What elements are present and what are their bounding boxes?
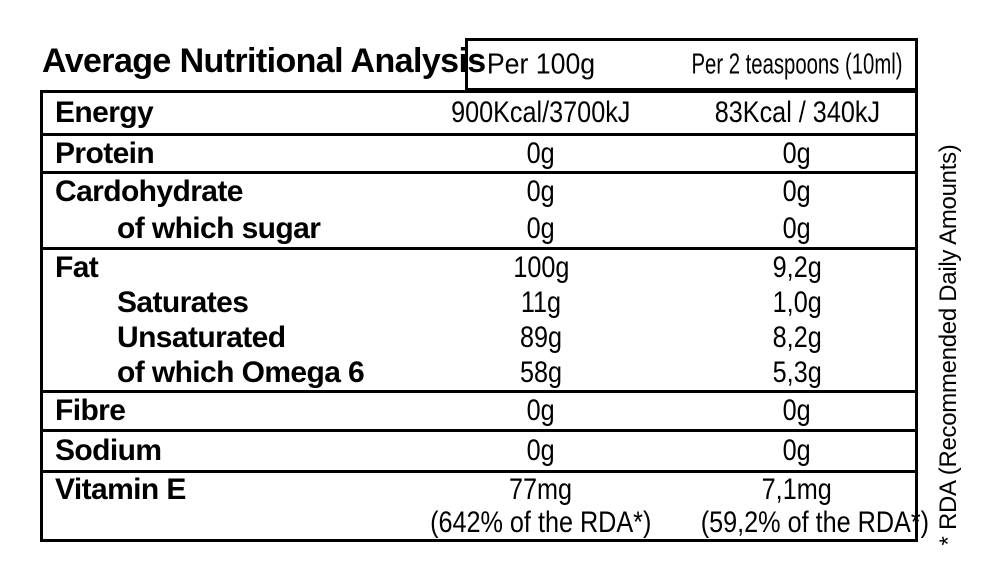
page-title: Average Nutritional Analysis	[42, 42, 486, 80]
row-label: Energy	[55, 96, 154, 129]
table-row-sodium: Sodium 0g 0g	[43, 429, 915, 470]
value-text: (642% of the RDA*)	[430, 505, 652, 539]
value-text: 900Kcal/3700kJ	[451, 96, 631, 129]
value-text: 11g	[520, 285, 562, 319]
table-line: Unsaturated 89g 8,2g	[43, 320, 915, 355]
value-per-10ml: 0g	[679, 212, 915, 246]
value-per-100g: 58g	[403, 356, 679, 390]
value-per-10ml: (59,2% of the RDA*)	[679, 506, 929, 540]
value-per-100g: 0g	[403, 394, 679, 428]
value-text: 0g	[782, 175, 812, 209]
value-per-10ml: 7,1mg	[679, 473, 915, 507]
row-label: Sodium	[55, 434, 162, 467]
column-headers: Per 100g Per 2 teaspoons (10ml)	[465, 38, 918, 91]
value-per-10ml: 0g	[679, 394, 915, 428]
value-text: 0g	[526, 434, 556, 467]
value-text: (59,2% of the RDA*)	[700, 505, 930, 539]
value-per-10ml: 1,0g	[679, 286, 915, 320]
row-label: Vitamin E	[55, 472, 186, 506]
row-label: Protein	[55, 136, 155, 170]
row-label: Cardohydrate	[55, 175, 243, 209]
row-sublabel: Unsaturated	[117, 320, 286, 354]
value-text: 77mg	[509, 472, 573, 506]
value-text: 83Kcal / 340kJ	[714, 96, 880, 129]
value-per-100g: (642% of the RDA*)	[403, 506, 679, 540]
column-header-per-2-teaspoons: Per 2 teaspoons (10ml)	[691, 48, 903, 80]
value-text: 1,0g	[772, 285, 822, 319]
table-line: Cardohydrate 0g 0g	[43, 174, 915, 211]
value-per-10ml: 0g	[679, 434, 915, 468]
value-per-10ml: 83Kcal / 340kJ	[679, 96, 915, 130]
value-per-100g: 11g	[403, 286, 679, 320]
table-row-energy: Energy 900Kcal/3700kJ 83Kcal / 340kJ	[43, 93, 915, 133]
value-per-10ml: 8,2g	[679, 321, 915, 355]
value-text: 58g	[519, 355, 563, 389]
table-line: (642% of the RDA*) (59,2% of the RDA*)	[43, 506, 929, 540]
rda-footnote: * RDA (Recommended Daily Amounts)	[935, 144, 962, 546]
value-per-100g: 0g	[403, 212, 679, 246]
value-text: 0g	[782, 136, 812, 170]
table-line: Protein 0g 0g	[43, 136, 915, 171]
value-per-100g: 89g	[403, 321, 679, 355]
value-text: 89g	[519, 320, 563, 354]
value-text: 0g	[526, 394, 556, 427]
nutrition-table: Energy 900Kcal/3700kJ 83Kcal / 340kJ Pro…	[40, 90, 929, 542]
value-per-100g: 0g	[403, 434, 679, 468]
value-text: 0g	[526, 175, 556, 209]
value-text: 5,3g	[772, 355, 822, 389]
table-row-carbohydrate: Cardohydrate 0g 0g of which sugar 0g 0g	[43, 171, 915, 247]
value-text: 7,1mg	[761, 472, 833, 506]
value-per-100g: 0g	[403, 175, 679, 209]
table-row-fat: Fat 100g 9,2g Saturates 11g 1,0g Unsatur…	[43, 247, 915, 390]
column-header-per-100g: Per 100g	[486, 48, 596, 80]
table-row-vitamin-e: Vitamin E 77mg 7,1mg (642% of the RDA*) …	[43, 470, 929, 540]
table-line: Fat 100g 9,2g	[43, 250, 915, 285]
row-label: Fibre	[55, 394, 126, 427]
value-text: 0g	[782, 394, 812, 427]
table-line: Saturates 11g 1,0g	[43, 285, 915, 320]
table-line: of which sugar 0g 0g	[43, 211, 915, 248]
table-line: Fibre 0g 0g	[43, 393, 915, 429]
row-label: Fat	[55, 250, 99, 284]
row-sublabel: Saturates	[117, 285, 249, 319]
value-per-100g: 77mg	[403, 473, 679, 507]
value-per-10ml: 0g	[679, 175, 915, 209]
value-text: 0g	[526, 136, 556, 170]
value-per-100g: 900Kcal/3700kJ	[403, 96, 679, 130]
value-text: 0g	[526, 211, 556, 245]
value-per-10ml: 9,2g	[679, 251, 915, 285]
value-text: 0g	[782, 211, 812, 245]
table-line: Energy 900Kcal/3700kJ 83Kcal / 340kJ	[43, 93, 915, 133]
value-per-100g: 0g	[403, 137, 679, 171]
value-per-10ml: 5,3g	[679, 356, 915, 390]
table-row-fibre: Fibre 0g 0g	[43, 390, 915, 429]
table-line: Vitamin E 77mg 7,1mg	[43, 473, 915, 506]
value-text: 0g	[782, 434, 812, 467]
value-text: 9,2g	[772, 250, 822, 284]
table-line: Sodium 0g 0g	[43, 432, 915, 470]
value-per-100g: 100g	[403, 251, 679, 285]
table-line: of which Omega 6 58g 5,3g	[43, 355, 915, 390]
value-text: 8,2g	[772, 320, 822, 354]
row-sublabel: of which sugar	[117, 211, 321, 245]
value-per-10ml: 0g	[679, 137, 915, 171]
table-row-protein: Protein 0g 0g	[43, 133, 915, 171]
row-sublabel: of which Omega 6	[117, 355, 365, 389]
value-text: 100g	[512, 250, 570, 284]
